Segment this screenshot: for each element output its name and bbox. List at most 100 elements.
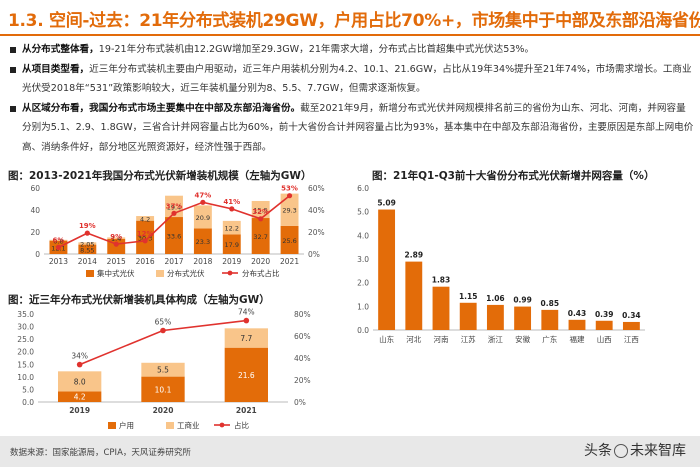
legend-label: 集中式光伏: [97, 268, 135, 278]
chart3-svg: 0.0 1.0 2.0 3.0 4.0 5.0 6.0 5.09 山东 2.89 河北 1.83 河南 1…: [357, 184, 645, 344]
bar-province: [541, 309, 559, 330]
share-label: 34%: [71, 352, 88, 361]
bar-label-commercial: 5.5: [157, 366, 169, 375]
bar-centralized: [280, 225, 299, 254]
point-residential-share: [160, 327, 166, 334]
x-tick-label: 山东: [379, 334, 394, 344]
bullet-project-type: 从项目类型看，近三年分布式装机主要由户用驱动，近三年户用装机分别为4.2、10.…: [8, 60, 694, 99]
y-tick-label: 5.0: [357, 208, 369, 217]
y2-tick-label: 40%: [308, 206, 325, 215]
x-tick-label: 安徽: [515, 334, 531, 344]
x-tick-label: 广东: [542, 334, 557, 344]
bar-residential: [141, 376, 185, 402]
bar-centralized: [251, 218, 270, 254]
legend-label: 户用: [119, 420, 134, 430]
bar-label-centralized: 8.55: [80, 246, 94, 254]
bullet-head: 从项目类型看，: [22, 63, 90, 75]
bar-province: [622, 321, 640, 330]
y2-tick-label: 20%: [294, 376, 311, 385]
x-tick-label: 2018: [193, 257, 212, 266]
legend-swatch-share-dot: [227, 270, 233, 276]
bar-residential: [58, 391, 102, 402]
bar-province: [405, 261, 423, 330]
legend-swatch-commercial: [166, 422, 174, 429]
bar-centralized: [78, 244, 97, 254]
y-tick-label: 15.0: [17, 360, 34, 369]
point-distributed-share: [258, 216, 264, 222]
bar-value-label: 2.89: [405, 251, 424, 260]
bullet-list: 从分布式整体看，19-21年分布式装机由12.2GW增加至29.3GW，21年需…: [8, 40, 694, 158]
y-tick-label: 35.0: [17, 310, 34, 319]
bar-province: [595, 320, 613, 330]
source-note: 数据来源：国家能源局，CPIA，天风证券研究所: [10, 448, 191, 458]
y-tick-label: 40: [30, 206, 40, 215]
logo-icon: [614, 444, 628, 458]
bar-value-label: 0.43: [568, 309, 587, 318]
y-tick-label: 1.0: [357, 302, 369, 311]
footer-bar: [0, 436, 700, 467]
watermark-right: 未来智库: [630, 443, 686, 459]
bar-label-centralized: 17.9: [225, 241, 239, 249]
bar-distributed: [107, 237, 126, 239]
bar-label-centralized: 23.3: [196, 238, 210, 246]
share-label: 37%: [166, 202, 183, 210]
bar-label-distributed: 20.9: [196, 214, 210, 222]
x-tick-label: 河南: [434, 334, 449, 344]
x-tick-label: 2014: [78, 257, 97, 266]
bar-label-distributed: 0.8: [53, 237, 63, 245]
y-tick-label: 0: [35, 250, 40, 259]
legend-label: 工商业: [177, 420, 200, 430]
bar-label-distributed: 2.05: [80, 240, 94, 248]
legend-label: 分布式光伏: [167, 268, 205, 278]
bar-distributed: [193, 205, 212, 229]
bar-value-label: 1.15: [459, 292, 478, 301]
bar-province: [459, 302, 477, 330]
x-tick-label: 2021: [236, 406, 257, 415]
point-distributed-share: [286, 193, 293, 199]
bar-label-distributed: 1.4: [111, 235, 121, 243]
point-distributed-share: [142, 238, 148, 244]
y-tick-label: 0.0: [357, 326, 369, 335]
y-tick-label: 10.0: [17, 373, 34, 382]
x-tick-label: 江苏: [461, 334, 476, 344]
point-distributed-share: [113, 241, 119, 247]
bar-label-distributed: 15.5: [253, 207, 267, 215]
bullet-text: 截至2021年9月，新增分布式光伏并网规模排名前三的省份为山东、河北、河南，并网…: [22, 102, 694, 153]
point-distributed-share: [229, 206, 235, 212]
share-label: 41%: [223, 198, 240, 206]
y2-tick-label: 20%: [308, 228, 325, 237]
bar-label-distributed: 12.2: [225, 225, 239, 233]
x-tick-label: 2019: [222, 257, 241, 266]
y-tick-label: 0.0: [22, 398, 34, 407]
bar-distributed: [78, 242, 97, 245]
bar-commercial: [58, 371, 102, 392]
x-tick-label: 2020: [251, 257, 270, 266]
y-tick-label: 6.0: [357, 184, 369, 193]
bar-commercial: [141, 362, 185, 377]
legend-label: 分布式占比: [242, 268, 280, 278]
x-tick-label: 2021: [280, 257, 299, 266]
share-label: 19%: [79, 222, 96, 230]
legend-swatch-share-dot: [219, 422, 225, 428]
x-tick-label: 2019: [69, 406, 90, 415]
chart2-title: 图：近三年分布式光伏新增装机具体构成（左轴为GW）: [8, 294, 270, 306]
share-label: 32%: [252, 208, 269, 216]
y-tick-label: 20.0: [17, 348, 34, 357]
share-label: 53%: [281, 185, 298, 193]
bar-centralized: [165, 217, 183, 254]
chart1-title: 图：2013-2021年我国分布式光伏新增装机规模（左轴为GW）: [8, 170, 312, 182]
x-tick-label: 2015: [107, 257, 126, 266]
bar-centralized: [222, 234, 241, 254]
bar-distributed: [49, 239, 68, 241]
chart2-svg: 0.0 5.0 10.0 15.0 20.0 25.0 30.0 35.0 0% 20% 40% 60…: [17, 308, 311, 430]
bar-value-label: 1.83: [432, 276, 451, 285]
share-label: 6%: [52, 236, 64, 244]
bar-province: [568, 319, 586, 330]
share-label: 74%: [238, 308, 255, 317]
x-tick-label: 2013: [49, 257, 68, 266]
bar-centralized: [193, 228, 212, 254]
bar-residential: [224, 347, 268, 402]
y-tick-label: 3.0: [357, 255, 369, 264]
share-label: 47%: [195, 191, 212, 199]
y2-tick-label: 40%: [294, 354, 311, 363]
